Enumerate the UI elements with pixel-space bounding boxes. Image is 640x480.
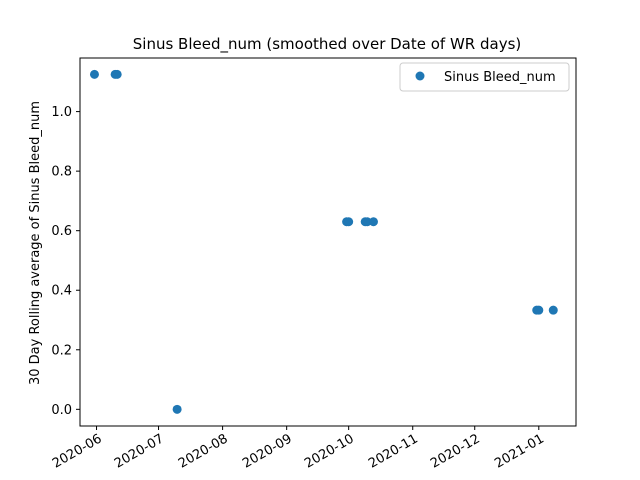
data-point [112,69,122,79]
data-point [89,69,99,79]
y-tick-label: 0.2 [51,343,72,358]
data-point [368,217,378,227]
y-tick-label: 0.4 [51,284,72,299]
data-point [534,305,544,315]
plot-frame [79,57,577,427]
y-tick-label: 1.0 [51,105,72,120]
y-tick-label: 0.6 [51,224,72,239]
data-point [362,217,372,227]
y-axis-title: 30 Day Rolling average of Sinus Bleed_nu… [28,101,43,385]
data-point [172,404,182,414]
data-point [548,305,558,315]
legend-marker [415,71,425,81]
y-tick-label: 0.0 [51,403,72,418]
y-tick-label: 0.8 [51,165,72,180]
legend: Sinus Bleed_num [399,62,570,92]
data-point [344,217,354,227]
legend-box [399,62,570,92]
legend-label: Sinus Bleed_num [444,70,556,85]
chart-title: Sinus Bleed_num (smoothed over Date of W… [133,35,522,54]
